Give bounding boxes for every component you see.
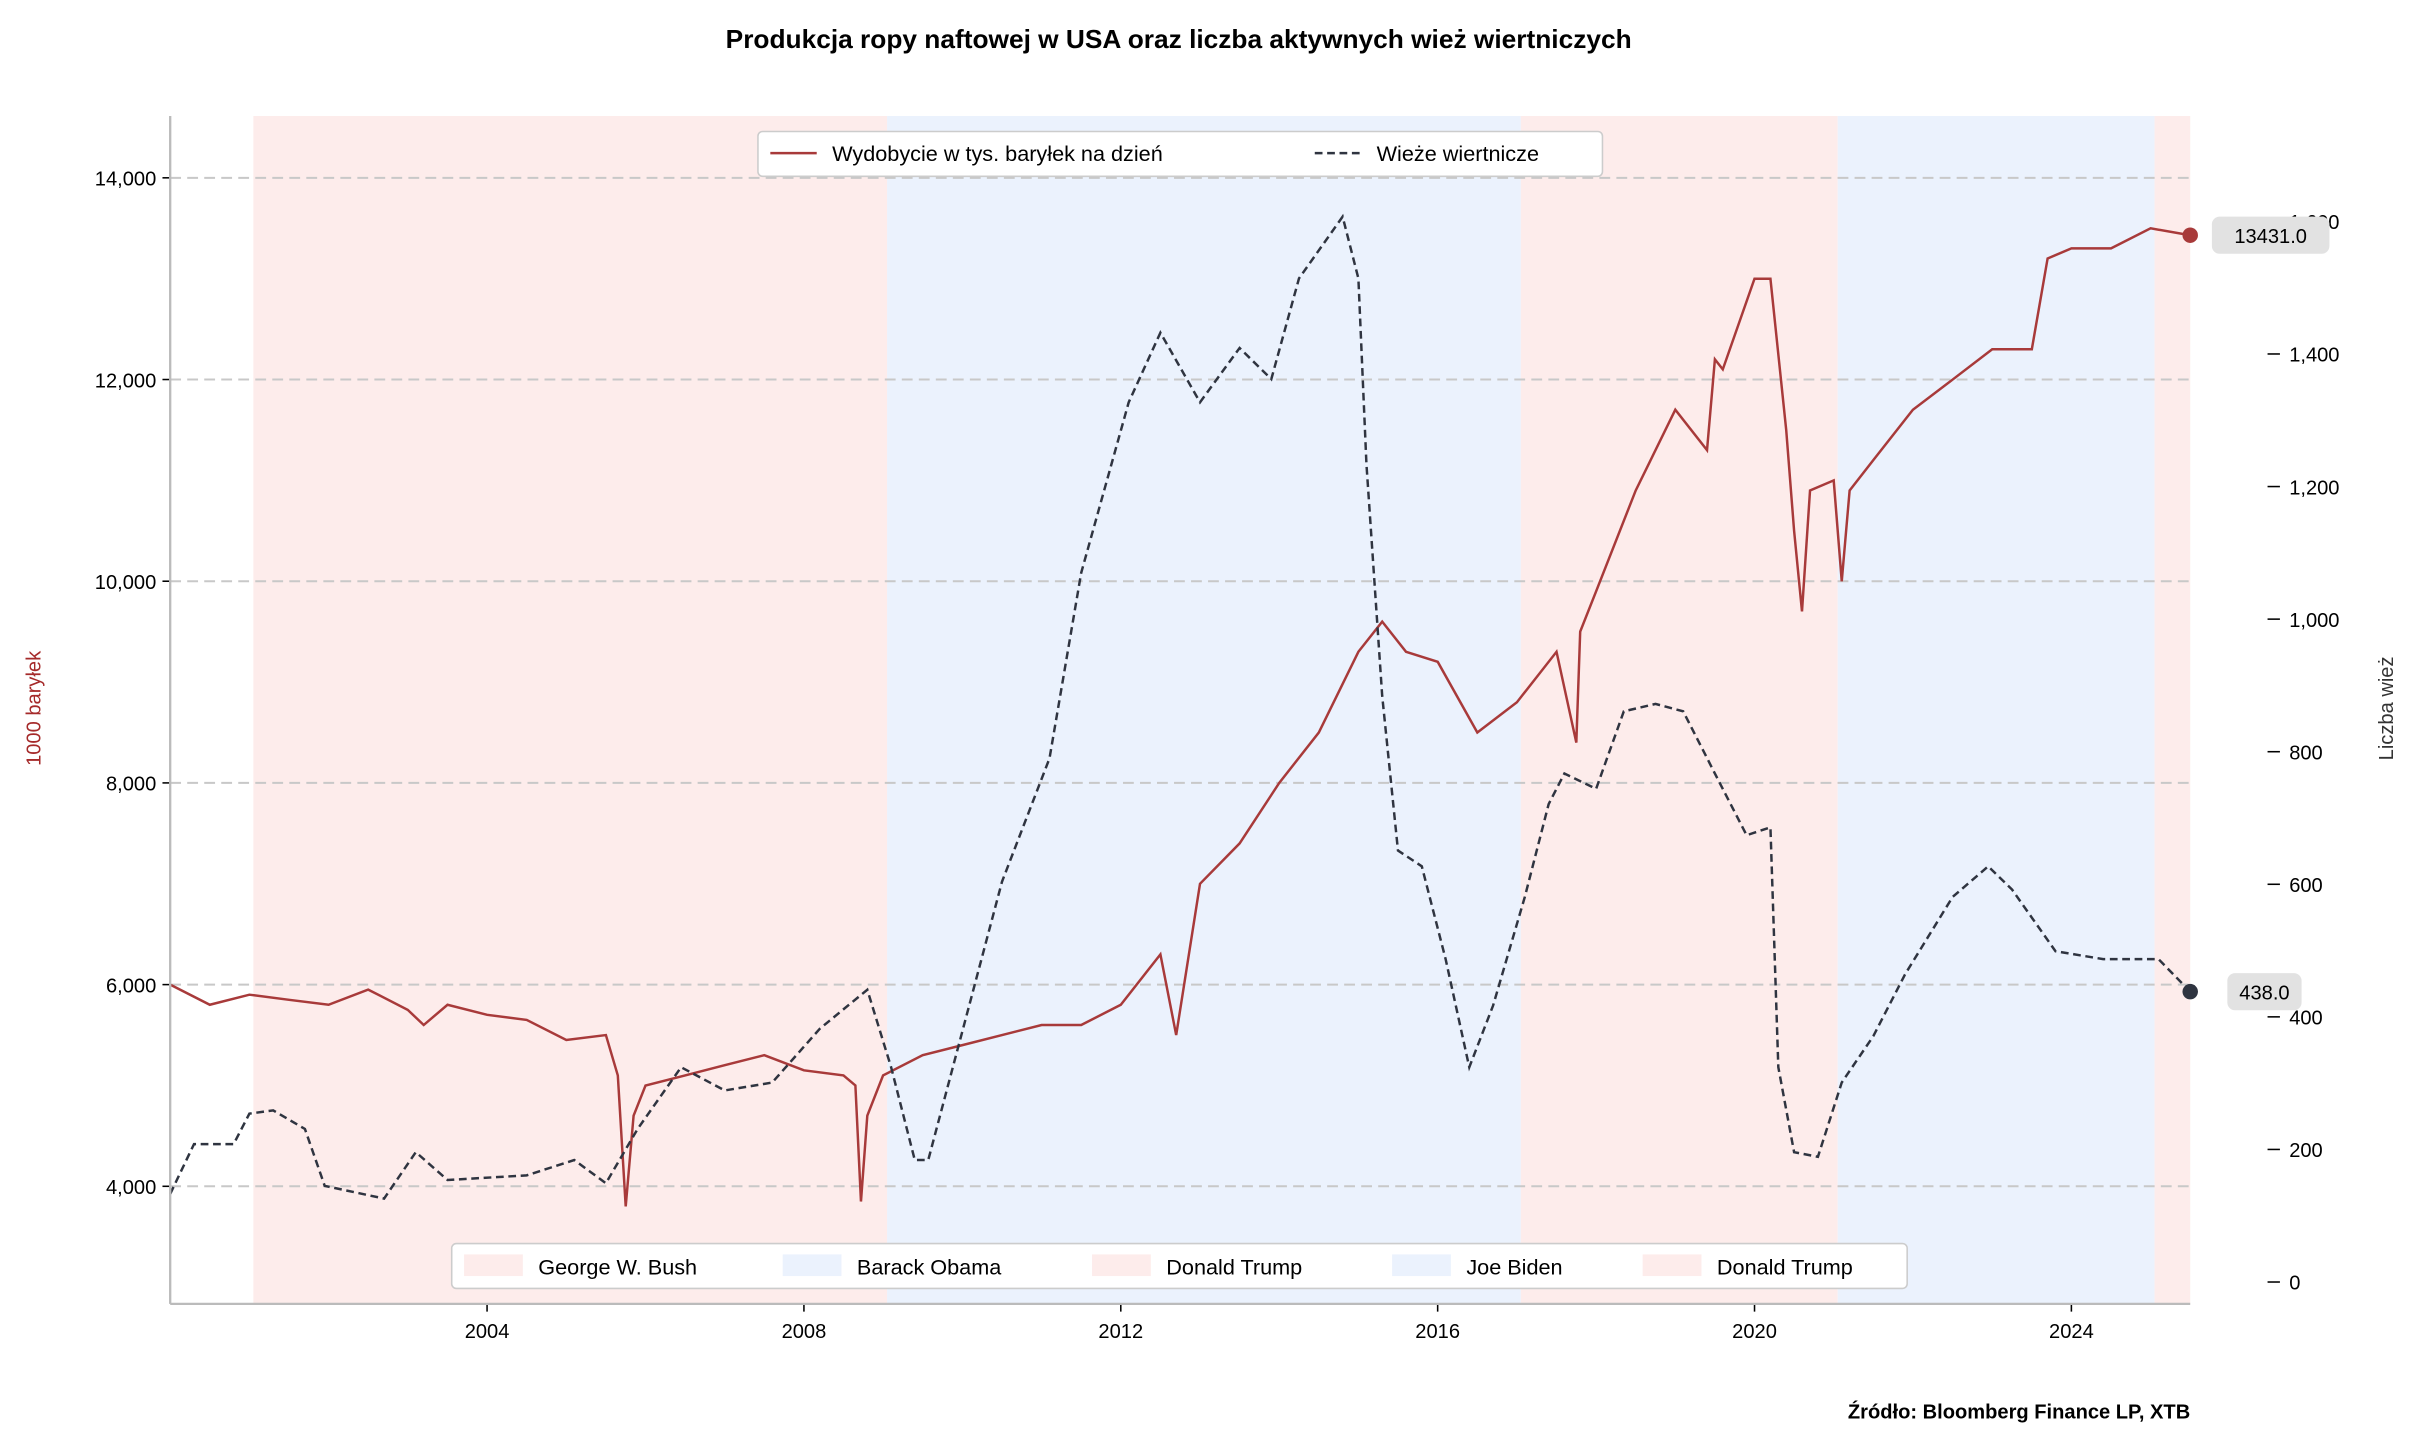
x-tick-label: 2016 (1415, 1321, 1460, 1343)
right-tick-label: 0 (2289, 1273, 2300, 1295)
left-tick-label: 12,000 (95, 370, 156, 392)
legend-swatch (1392, 1254, 1451, 1277)
legend-label: George W. Bush (538, 1255, 697, 1280)
right-tick-label: 800 (2289, 742, 2323, 764)
series-lines (169, 213, 2192, 1207)
legend-box (757, 130, 1604, 178)
series-line-rigs (169, 213, 2192, 1200)
left-tick-label: 6,000 (106, 975, 156, 997)
right-tick-label: 200 (2289, 1140, 2323, 1162)
right-tick-label: 1,000 (2289, 610, 2339, 632)
legend-label: Donald Trump (1166, 1255, 1302, 1280)
legend-label: Barack Obama (857, 1255, 1002, 1280)
shade-george-w-bush (253, 116, 888, 1304)
end-label-text: 13431.0 (2234, 226, 2307, 248)
x-tick-label: 2020 (1732, 1321, 1777, 1343)
series-legend: Wydobycie w tys. baryłek na dzień Wieże w… (757, 130, 1604, 178)
legend-swatch (1092, 1254, 1151, 1277)
gridlines (170, 176, 2191, 1188)
x-tick-label: 2024 (2049, 1321, 2094, 1343)
end-labels: 13431.0 438.0 (2182, 216, 2330, 1011)
legend-swatch (1642, 1254, 1702, 1277)
source-note: Źródło: Bloomberg Finance LP, XTB (1848, 1400, 2190, 1423)
legend-label: Joe Biden (1466, 1255, 1562, 1280)
legend-swatch (464, 1254, 523, 1277)
presidency-shading (253, 116, 2191, 1304)
left-tick-label: 10,000 (95, 572, 156, 594)
left-tick-label: 4,000 (106, 1177, 156, 1199)
x-tick-label: 2004 (465, 1321, 510, 1343)
chart-title: Produkcja ropy naftowej w USA oraz liczb… (726, 24, 1632, 54)
legend-label: Donald Trump (1717, 1255, 1853, 1280)
shade-donald-trump (2154, 116, 2191, 1304)
presidency-legend: George W. Bush Barack Obama Donald Trump Jo… (450, 1242, 1908, 1290)
end-point-marker (2182, 227, 2198, 243)
right-axis-label: Liczba wież (2376, 656, 2398, 760)
right-tick-label: 600 (2289, 875, 2323, 897)
right-tick-label: 1,400 (2289, 345, 2339, 367)
end-label-box (2227, 973, 2302, 1011)
legend-label: Wieże wiertnicze (1377, 141, 1539, 166)
legend-swatch (782, 1254, 842, 1277)
shade-joe-biden (1837, 116, 2155, 1304)
end-label-text: 438.0 (2239, 982, 2289, 1004)
left-tick-label: 8,000 (106, 774, 156, 796)
left-tick-label: 14,000 (95, 169, 156, 191)
series-line-production (169, 227, 2191, 1207)
end-label-box (2211, 216, 2330, 254)
left-axis-label: 1000 baryłek (23, 650, 45, 766)
shade-barack-obama (887, 116, 1521, 1304)
right-tick-label: 400 (2289, 1008, 2323, 1030)
x-tick-label: 2012 (1098, 1321, 1143, 1343)
x-tick-label: 2008 (782, 1321, 827, 1343)
end-point-marker (2182, 983, 2198, 1000)
legend-label: Wydobycie w tys. baryłek na dzień (832, 141, 1163, 166)
right-tick-label: 1,200 (2289, 477, 2339, 499)
